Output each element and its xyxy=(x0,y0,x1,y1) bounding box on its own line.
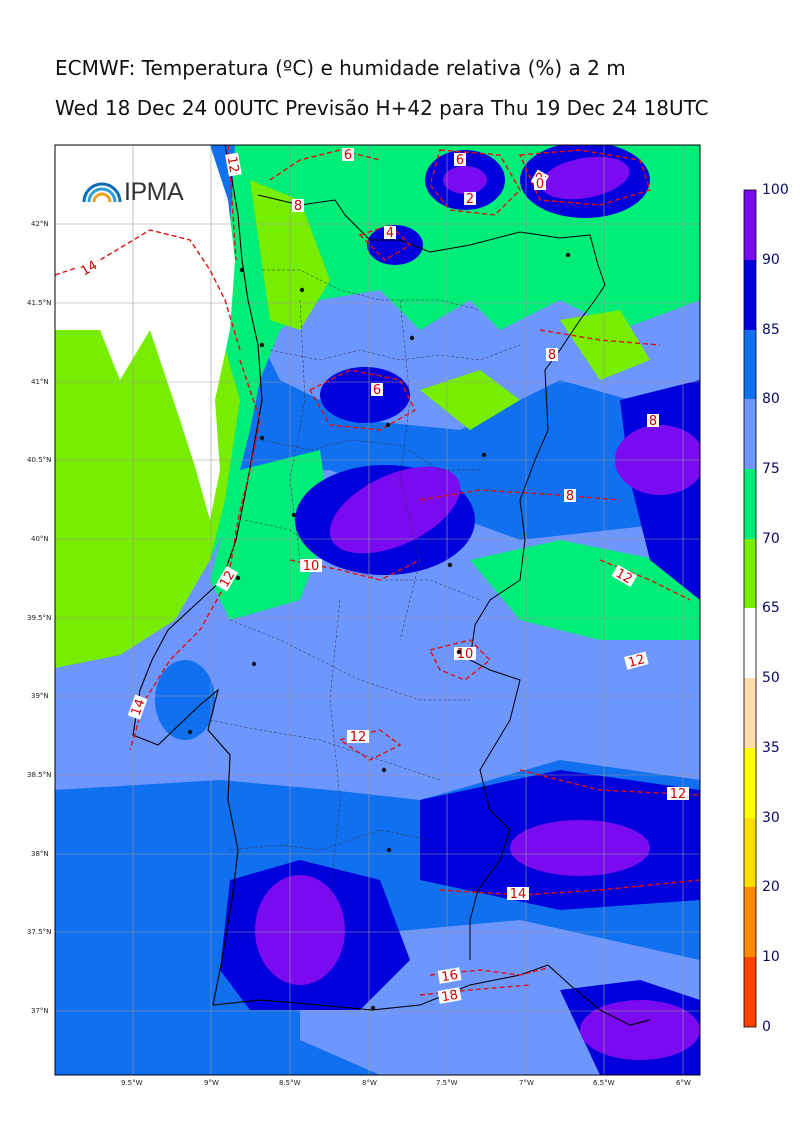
lat-label: 38.5°N xyxy=(27,771,52,779)
colorbar-label: 0 xyxy=(762,1019,771,1035)
colorbar-label: 20 xyxy=(762,879,780,895)
isotherm-labels: -2 0 2 4 6 6 6 8 8 8 8 10 10 12 12 12 12… xyxy=(75,148,689,1006)
lon-label: 9.5°W xyxy=(121,1079,143,1087)
isotherm-label: 14 xyxy=(129,697,149,718)
district-boundaries xyxy=(209,269,521,901)
isotherm-label: 14 xyxy=(510,887,527,902)
colorbar-label: 85 xyxy=(762,322,780,338)
lat-label: 39.5°N xyxy=(27,614,52,622)
lat-label: 41.5°N xyxy=(27,299,52,307)
ipma-logo-text: IPMA xyxy=(124,178,184,206)
isotherm-label: 6 xyxy=(373,383,381,398)
lon-label: 9°W xyxy=(204,1079,219,1087)
isotherm-label: 10 xyxy=(303,559,320,574)
isotherm-label: 8 xyxy=(294,199,302,214)
colorbar-label: 65 xyxy=(762,600,780,616)
coastline xyxy=(132,145,651,1026)
lon-label: 7.5°W xyxy=(436,1079,458,1087)
chart-title: ECMWF: Temperatura (ºC) e humidade relat… xyxy=(55,56,626,80)
colorbar xyxy=(743,189,757,1028)
isotherm-label: 12 xyxy=(613,566,635,587)
border-line xyxy=(257,194,606,960)
isotherm-label: 8 xyxy=(548,348,556,363)
colorbar-label: 30 xyxy=(762,810,780,826)
isotherm-label: 12 xyxy=(350,730,367,745)
graticule xyxy=(55,145,700,1075)
isotherm-label: 12 xyxy=(217,568,238,590)
isotherm-label: 8 xyxy=(649,414,657,429)
isotherm-label: 12 xyxy=(627,652,647,671)
colorbar-label: 10 xyxy=(762,949,780,965)
colorbar-label: 100 xyxy=(762,182,789,198)
humidity-fill xyxy=(55,145,700,1075)
lat-label: 39°N xyxy=(31,692,49,700)
lat-label: 40.5°N xyxy=(27,456,52,464)
lon-label: 6°W xyxy=(676,1079,691,1087)
city-markers xyxy=(187,252,571,1011)
isotherm-label: 12 xyxy=(224,155,242,174)
forecast-subtitle: Wed 18 Dec 24 00UTC Previsão H+42 para T… xyxy=(55,96,709,120)
isotherm-label: 16 xyxy=(440,968,459,986)
map-frame xyxy=(54,144,701,1076)
colorbar-label: 70 xyxy=(762,531,780,547)
colorbar-label: 80 xyxy=(762,391,780,407)
lon-label: 8°W xyxy=(362,1079,377,1087)
isotherm-label: 12 xyxy=(670,787,687,802)
lat-label: 41°N xyxy=(31,378,49,386)
lat-label: 40°N xyxy=(31,535,49,543)
isotherm-label: 4 xyxy=(386,226,394,241)
lon-label: 8.5°W xyxy=(279,1079,301,1087)
isotherm-label: 6 xyxy=(344,148,352,163)
isotherm-label: 0 xyxy=(536,177,544,192)
colorbar-label: 35 xyxy=(762,740,780,756)
isotherm-label: 2 xyxy=(466,192,474,207)
isotherm-label: 14 xyxy=(78,258,100,279)
lon-label: 6.5°W xyxy=(593,1079,615,1087)
lat-label: 42°N xyxy=(31,220,49,228)
isotherm-label: 18 xyxy=(440,988,459,1006)
ipma-rainbow-icon xyxy=(82,182,122,203)
isotherm-label: 8 xyxy=(566,489,574,504)
colorbar-label: 90 xyxy=(762,252,780,268)
colorbar-label: 50 xyxy=(762,670,780,686)
isotherm-label: 6 xyxy=(456,153,464,168)
lat-label: 38°N xyxy=(31,850,49,858)
lat-label: 37.5°N xyxy=(27,928,52,936)
lon-label: 7°W xyxy=(519,1079,534,1087)
colorbar-label: 75 xyxy=(762,461,780,477)
lat-label: 37°N xyxy=(31,1007,49,1015)
isotherm-label: 10 xyxy=(457,647,474,662)
